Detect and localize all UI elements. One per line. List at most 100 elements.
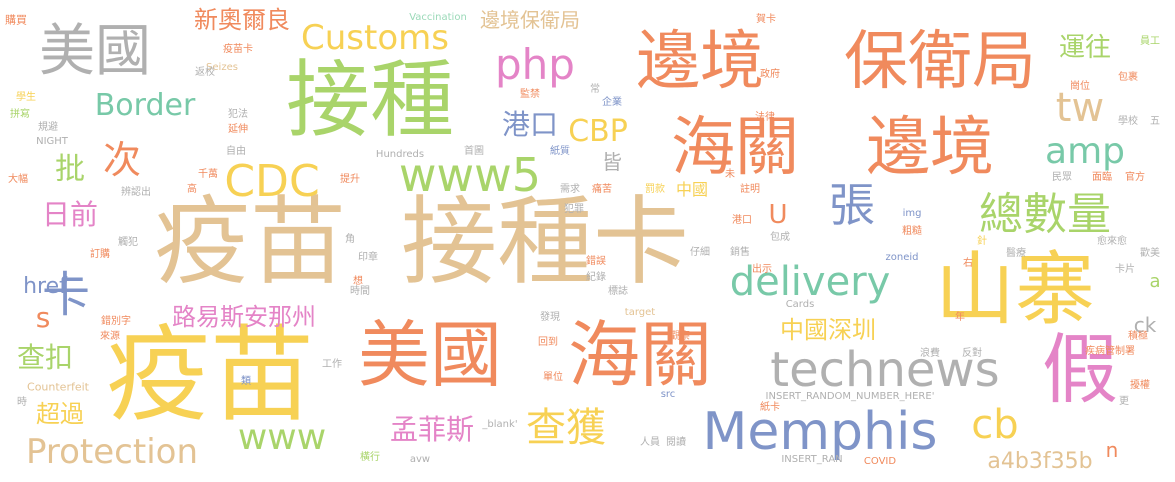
cloud-word: 企業 xyxy=(602,97,622,108)
cloud-word: 未 xyxy=(725,169,735,180)
cloud-word: 犯罪 xyxy=(564,204,584,215)
cloud-word: 反對 xyxy=(962,348,982,359)
cloud-word: n xyxy=(1105,438,1119,462)
cloud-word: Counterfeit xyxy=(27,380,89,394)
cloud-word: 發現 xyxy=(540,312,560,323)
cloud-word: 接種卡 xyxy=(401,186,689,298)
cloud-word: 註明 xyxy=(740,184,760,195)
cloud-word: 面臨 xyxy=(1092,172,1112,183)
cloud-word: 擾權 xyxy=(1130,380,1150,391)
cloud-word: 浪費 xyxy=(920,348,940,359)
cloud-word: 學生 xyxy=(16,92,36,103)
cloud-word: 山寨 xyxy=(935,243,1095,336)
cloud-word: 人員 xyxy=(640,437,660,448)
cloud-word: 時 xyxy=(17,397,27,408)
cloud-word: 大幅 xyxy=(8,174,28,185)
cloud-word: 觸犯 xyxy=(118,237,138,248)
cloud-word: 提升 xyxy=(340,174,360,185)
cloud-word: 美國 xyxy=(357,313,503,397)
cloud-word: 疾病管制署 xyxy=(1085,346,1135,357)
cloud-word: 紙質 xyxy=(550,146,570,157)
cloud-word: Hundreds xyxy=(375,149,425,160)
cloud-word: 員工 xyxy=(1140,36,1160,47)
cloud-word: 常 xyxy=(590,84,600,95)
cloud-word: 賀卡 xyxy=(756,14,776,25)
cloud-word: NIGHT xyxy=(36,136,68,147)
cloud-word: 孟菲斯 xyxy=(389,413,475,446)
cloud-word: 超過 xyxy=(36,400,84,428)
cloud-word: avw xyxy=(409,454,431,465)
cloud-word: 學校 xyxy=(1118,116,1138,127)
cloud-word: 閱讀 xyxy=(666,437,686,448)
cloud-word: 辨認出 xyxy=(121,187,151,198)
cloud-word: 紙卡 xyxy=(760,402,780,413)
cloud-word: 批 xyxy=(55,152,85,187)
cloud-word: 疫苗卡 xyxy=(223,44,253,55)
cloud-word: 張 xyxy=(829,178,875,232)
cloud-word: Protection xyxy=(25,432,199,472)
cloud-word: 中國深圳 xyxy=(780,316,876,344)
cloud-word: 接種 xyxy=(285,51,455,149)
cloud-word: 積極 xyxy=(1128,331,1148,342)
cloud-word: 需求 xyxy=(560,184,580,195)
cloud-word: 新奧爾良 xyxy=(194,6,290,34)
cloud-word: zoneid xyxy=(885,252,919,263)
cloud-word: 橫行 xyxy=(360,452,380,463)
cloud-word: delivery xyxy=(729,259,891,305)
cloud-word: 包裹 xyxy=(1118,72,1138,83)
cloud-word: 首圖 xyxy=(464,146,484,157)
cloud-word: 皆 xyxy=(602,150,622,174)
cloud-word: 總數量 xyxy=(979,189,1111,240)
cloud-word: CBP xyxy=(568,114,628,149)
cloud-word: CDC xyxy=(224,156,320,207)
cloud-word: INSERT_RAN xyxy=(781,454,843,465)
cloud-word: 拼寫 xyxy=(10,109,30,120)
cloud-word: 針 xyxy=(977,236,987,247)
cloud-word: 邊境 xyxy=(866,111,994,185)
cloud-word: 五 xyxy=(1150,116,1160,127)
cloud-word: img xyxy=(902,208,922,219)
cloud-word: 來源 xyxy=(100,331,120,342)
cloud-word: 自由 xyxy=(226,146,246,157)
cloud-word: 假 xyxy=(1042,325,1118,414)
cloud-word: a4b3f35b xyxy=(987,449,1093,474)
cloud-word: 單位 xyxy=(543,372,563,383)
cloud-word: 崗位 xyxy=(1070,81,1090,92)
cloud-word: 千萬 xyxy=(198,169,218,180)
cloud-word: 錯誤 xyxy=(586,256,606,267)
cloud-word: 年 xyxy=(955,312,965,323)
cloud-word: 海關 xyxy=(671,111,799,185)
cloud-word: Cards xyxy=(785,299,815,310)
cloud-word: src xyxy=(660,389,676,400)
cloud-word: 路易斯安那州 xyxy=(172,303,316,331)
cloud-word: 購買 xyxy=(5,13,27,27)
cloud-word: 紀錄 xyxy=(586,272,606,283)
cloud-word: 美國 xyxy=(39,19,151,84)
cloud-word: 訂購 xyxy=(90,249,110,260)
cloud-word: U xyxy=(768,200,788,230)
cloud-word: 次 xyxy=(102,138,142,182)
cloud-word: 運往 xyxy=(1058,33,1112,63)
cloud-word: 政府 xyxy=(760,69,780,80)
cloud-word: 邊境 xyxy=(636,25,764,99)
cloud-word: tw xyxy=(1055,85,1105,131)
cloud-word: 標誌 xyxy=(608,286,628,297)
cloud-word: INSERT_RANDOM_NUMBER_HERE' xyxy=(765,391,935,402)
cloud-word: 延伸 xyxy=(228,124,248,135)
cloud-word: Vaccination xyxy=(409,12,467,23)
cloud-word: technews xyxy=(770,342,1000,398)
cloud-word: 角 xyxy=(345,234,355,245)
cloud-word: COVID xyxy=(863,456,897,467)
cloud-word: _blank' xyxy=(482,419,518,430)
cloud-word: www5 xyxy=(398,148,542,202)
cloud-word: 邊境保衛局 xyxy=(480,8,580,32)
cloud-word: 醫療 xyxy=(1006,248,1026,259)
cloud-word: 罰款 xyxy=(645,184,665,195)
cloud-word: a xyxy=(1149,271,1161,292)
cloud-word: 工作 xyxy=(322,359,342,370)
cloud-word: 想 xyxy=(353,276,363,287)
cloud-word: 官方 xyxy=(1125,172,1145,183)
cloud-word: 港口 xyxy=(501,108,559,141)
cloud-word: 愈來愈 xyxy=(1097,236,1127,247)
